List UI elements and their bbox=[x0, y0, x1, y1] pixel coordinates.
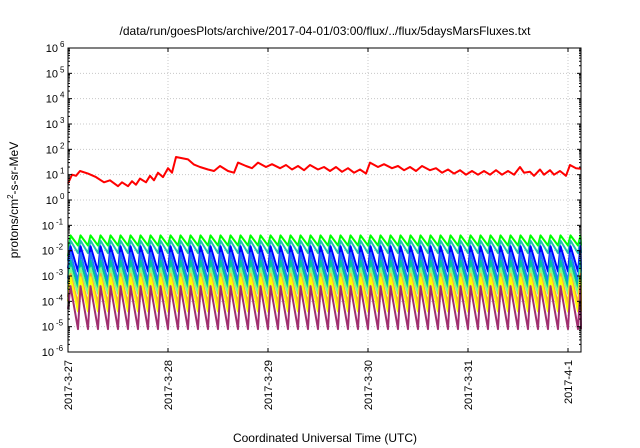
y-tick-base: 10 bbox=[46, 195, 58, 207]
y-tick-base: 10 bbox=[46, 43, 58, 55]
y-tick-label: 10 bbox=[46, 68, 58, 80]
y-tick-base: 10 bbox=[42, 246, 54, 258]
chart-title: /data/run/goesPlots/archive/2017-04-01/0… bbox=[120, 24, 532, 38]
y-tick-label: 10 bbox=[46, 144, 58, 156]
y-tick-base: 10 bbox=[42, 271, 54, 283]
y-tick-base: 10 bbox=[42, 220, 54, 232]
x-tick-label: 2017-4-1 bbox=[563, 360, 575, 404]
x-tick-label: 2017-3-31 bbox=[463, 360, 475, 410]
y-tick-label: 10 bbox=[46, 94, 58, 106]
y-tick-label: 10 bbox=[42, 347, 54, 359]
y-tick-base: 10 bbox=[46, 68, 58, 80]
y-axis-label-base: protons/cm bbox=[7, 199, 21, 258]
y-tick-exponent: 6 bbox=[60, 40, 65, 49]
y-tick-exponent: 2 bbox=[60, 141, 65, 150]
y-tick-base: 10 bbox=[46, 144, 58, 156]
y-tick-base: 10 bbox=[46, 170, 58, 182]
series-line-1 bbox=[67, 234, 582, 257]
x-tick-label: 2017-3-30 bbox=[363, 360, 375, 410]
y-tick-label: 10 bbox=[42, 322, 54, 334]
y-axis-label-sup: 2 bbox=[6, 194, 15, 199]
y-axis-label-rest: -s-sr-MeV bbox=[7, 142, 21, 195]
y-tick-exponent: -1 bbox=[56, 217, 64, 226]
y-tick-label: 10 bbox=[42, 296, 54, 308]
series-layer bbox=[67, 156, 582, 331]
y-tick-base: 10 bbox=[46, 119, 58, 131]
series-line-0 bbox=[67, 156, 582, 188]
y-tick-exponent: -4 bbox=[56, 293, 64, 302]
y-tick-label: 10 bbox=[46, 119, 58, 131]
y-tick-base: 10 bbox=[42, 322, 54, 334]
series-line-9 bbox=[67, 285, 582, 331]
y-tick-exponent: -3 bbox=[56, 268, 64, 277]
y-tick-label: 10 bbox=[42, 271, 54, 283]
y-tick-base: 10 bbox=[46, 94, 58, 106]
x-tick-label: 2017-3-28 bbox=[163, 360, 175, 410]
y-tick-exponent: -6 bbox=[56, 344, 64, 353]
y-tick-exponent: -2 bbox=[56, 243, 64, 252]
y-tick-label: 10 bbox=[46, 195, 58, 207]
y-tick-exponent: 1 bbox=[60, 167, 65, 176]
y-axis-label: protons/cm2-s-sr-MeV bbox=[6, 142, 21, 258]
y-tick-exponent: 3 bbox=[60, 116, 65, 125]
y-tick-exponent: -5 bbox=[56, 319, 64, 328]
y-tick-label: 10 bbox=[42, 220, 54, 232]
y-tick-label: 10 bbox=[46, 43, 58, 55]
x-axis-ticks: 2017-3-27 2017-3-28 2017-3-29 2017-3-30 2017… bbox=[63, 48, 575, 410]
y-tick-exponent: 0 bbox=[60, 192, 65, 201]
x-axis-label: Coordinated Universal Time (UTC) bbox=[233, 431, 417, 445]
x-tick-label: 2017-3-29 bbox=[263, 360, 275, 410]
y-tick-label: 10 bbox=[46, 170, 58, 182]
y-tick-label: 10 bbox=[42, 246, 54, 258]
y-tick-base: 10 bbox=[42, 347, 54, 359]
x-tick-label: 2017-3-27 bbox=[63, 360, 75, 410]
series-line-2 bbox=[67, 239, 582, 261]
y-tick-exponent: 4 bbox=[60, 91, 65, 100]
y-tick-exponent: 5 bbox=[60, 65, 65, 74]
y-tick-base: 10 bbox=[42, 296, 54, 308]
